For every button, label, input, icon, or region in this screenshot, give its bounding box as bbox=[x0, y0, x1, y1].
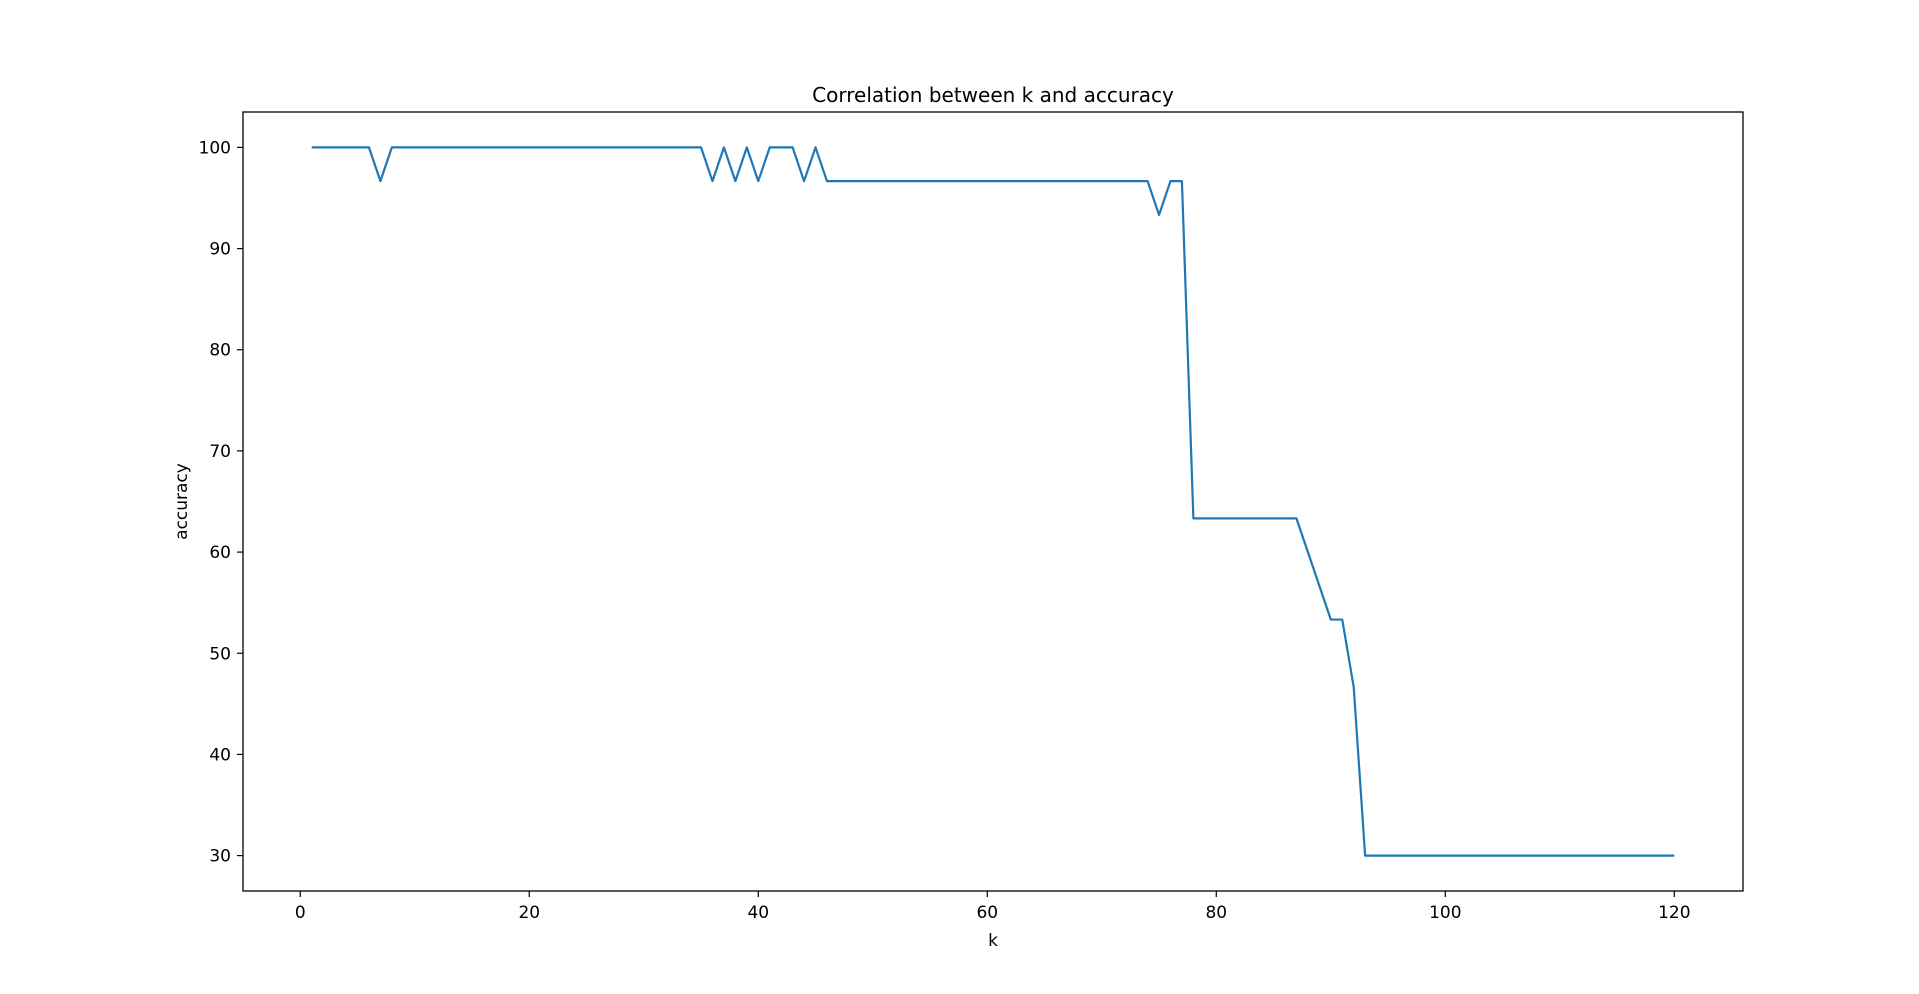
x-tick-label: 80 bbox=[1205, 903, 1227, 923]
x-tick-label: 120 bbox=[1658, 903, 1690, 923]
y-tick-label: 40 bbox=[209, 745, 231, 765]
chart-title: Correlation between k and accuracy bbox=[812, 83, 1174, 107]
y-tick-label: 60 bbox=[209, 543, 231, 563]
plot-content bbox=[311, 146, 1675, 857]
y-tick-label: 90 bbox=[209, 240, 231, 260]
x-axis-title: k bbox=[988, 931, 998, 951]
y-axis-ticks: 30 40 50 60 70 80 90 100 bbox=[199, 138, 243, 867]
x-tick-label: 60 bbox=[976, 903, 998, 923]
y-tick-label: 100 bbox=[199, 138, 231, 158]
y-tick-label: 30 bbox=[209, 847, 231, 867]
y-tick-label: 80 bbox=[209, 341, 231, 361]
axes-frame bbox=[242, 111, 1744, 892]
series-line-0 bbox=[311, 146, 1675, 857]
x-tick-label: 20 bbox=[518, 903, 540, 923]
y-tick-label: 50 bbox=[209, 644, 231, 664]
x-tick-label: 0 bbox=[295, 903, 306, 923]
y-tick-label: 70 bbox=[209, 442, 231, 462]
x-axis-ticks: 0 20 40 60 80 100 120 bbox=[295, 891, 1691, 923]
x-tick-label: 40 bbox=[747, 903, 769, 923]
y-axis-title: accuracy bbox=[172, 463, 192, 540]
x-tick-label: 100 bbox=[1429, 903, 1461, 923]
